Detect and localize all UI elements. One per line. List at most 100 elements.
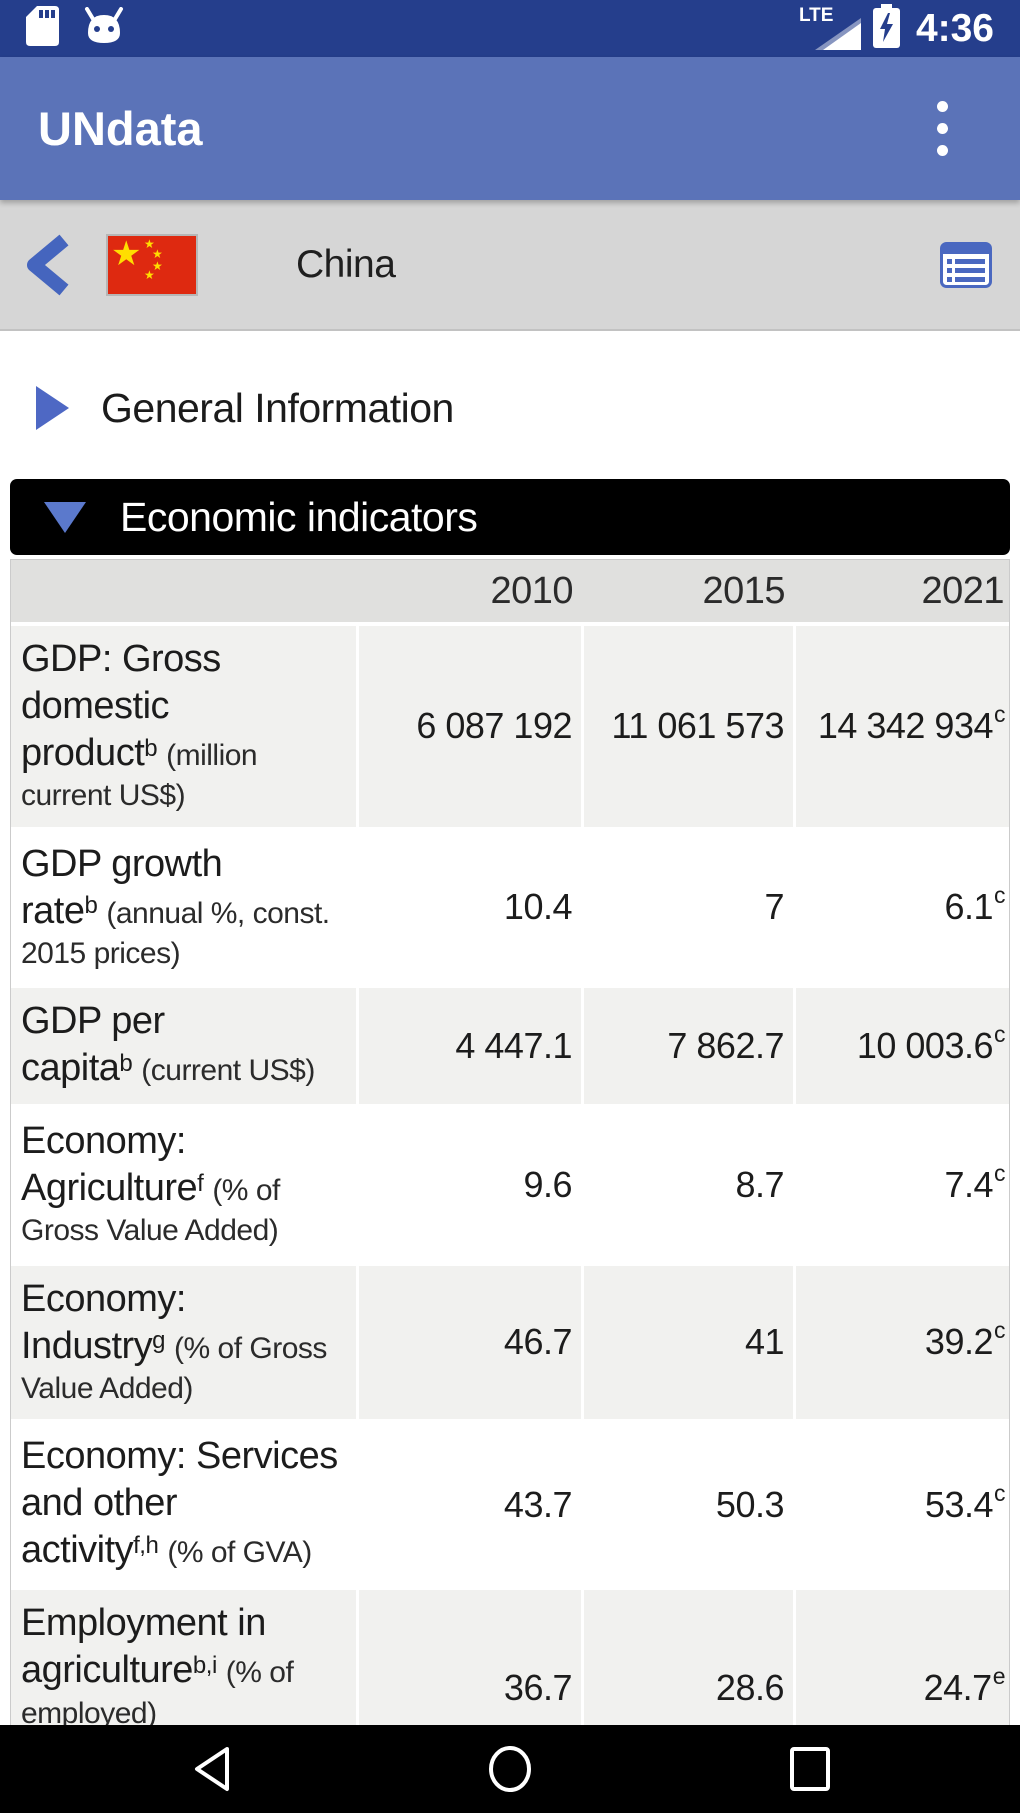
value-text: 39.2 <box>924 1321 994 1363</box>
indicator-footnote: f <box>197 1169 204 1197</box>
cell-signal-icon: LTE <box>798 4 861 52</box>
value-text: 6.1 <box>944 886 993 928</box>
value-text: 36.7 <box>503 1667 573 1709</box>
value-text: 9.6 <box>523 1163 572 1205</box>
value-2015: 50.3 <box>581 1422 793 1587</box>
indicator-title: GDP growth rate <box>21 842 223 932</box>
year-header-2021: 2021 <box>921 569 1004 612</box>
value-2021: 53.4 c <box>793 1422 1009 1587</box>
table-row: Economy: Agriculturef (% of Gross Value A… <box>11 1104 1009 1262</box>
value-text: 46.7 <box>503 1321 573 1363</box>
app-bar: UNdata <box>0 57 1020 200</box>
indicator-footnote: b <box>84 892 98 920</box>
back-button[interactable] <box>0 234 96 296</box>
value-text: 8.7 <box>735 1163 784 1205</box>
android-bot-icon <box>83 7 125 50</box>
value-2010: 6 087 192 <box>356 626 581 827</box>
value-text: 7 862.7 <box>667 1025 784 1067</box>
value-2010: 46.7 <box>356 1265 581 1419</box>
indicators-table: 2010 2015 2021 GDP: Gross domestic produ… <box>10 559 1010 1789</box>
value-2021: 14 342 934 c <box>793 626 1009 827</box>
value-2015: 8.7 <box>581 1108 793 1262</box>
list-view-icon <box>940 241 992 288</box>
indicator-label: Economy: Industryg (% of Gross Value Adde… <box>11 1266 356 1419</box>
indicator-unit: (% of Gross Value Added) <box>21 1174 280 1248</box>
nav-back-icon <box>195 1747 229 1791</box>
indicator-label: GDP growth rateb (annual %, const. 2015 p… <box>11 831 356 984</box>
table-row: Economy: Services and other activityf,h (… <box>11 1418 1009 1587</box>
section-label: Economic indicators <box>120 493 478 540</box>
indicator-unit: (% of employed) <box>21 1656 294 1730</box>
collapse-down-triangle-icon <box>44 501 86 533</box>
indicator-unit: (% of GVA) <box>167 1536 312 1570</box>
app-title: UNdata <box>38 102 203 155</box>
value-2021: 39.2 c <box>793 1265 1009 1419</box>
indicator-unit: (annual %, const. 2015 prices) <box>21 896 330 970</box>
overflow-menu-icon[interactable] <box>929 93 956 164</box>
value-2021: 6.1 c <box>793 830 1009 984</box>
nav-recents-icon <box>790 1747 830 1791</box>
value-2015: 41 <box>581 1265 793 1419</box>
value-2010: 9.6 <box>356 1108 581 1262</box>
value-text: 14 342 934 <box>817 705 994 747</box>
indicator-label: GDP per capitab (current US$) <box>11 988 356 1104</box>
value-2021: 7.4 c <box>793 1108 1009 1262</box>
table-row: GDP growth rateb (annual %, const. 2015 p… <box>11 826 1009 984</box>
table-row: GDP: Gross domestic productb (million cur… <box>11 622 1009 827</box>
indicator-unit: (current US$) <box>141 1054 315 1088</box>
value-text: 10 003.6 <box>856 1025 994 1067</box>
label-column-header <box>11 560 356 622</box>
indicator-unit: (million current US$) <box>21 739 258 813</box>
value-2010: 4 447.1 <box>356 987 581 1105</box>
year-header-2015: 2015 <box>702 569 785 612</box>
nav-back-button[interactable] <box>187 1744 233 1794</box>
indicator-title: Economy: Services and other activity <box>21 1434 338 1572</box>
indicator-rows: GDP: Gross domestic productb (million cur… <box>11 622 1009 1787</box>
indicator-title: GDP: Gross domestic product <box>21 638 221 775</box>
china-flag: ★ ★ ★ ★ ★ <box>108 235 196 294</box>
status-left-icons <box>26 6 125 51</box>
table-row: Economy: Industryg (% of Gross Value Adde… <box>11 1261 1009 1419</box>
nav-home-icon <box>489 1746 531 1792</box>
value-text: 53.4 <box>924 1483 994 1525</box>
section-label: General Information <box>101 384 454 431</box>
value-text: 43.7 <box>503 1483 573 1525</box>
section-economic-indicators[interactable]: Economic indicators <box>10 479 1010 555</box>
indicator-footnote: b,i <box>192 1652 217 1680</box>
year-header-2010: 2010 <box>490 569 573 612</box>
expand-right-triangle-icon <box>36 386 69 430</box>
value-2021: 10 003.6 c <box>793 987 1009 1105</box>
indicator-unit: (% of Gross Value Added) <box>21 1331 327 1405</box>
value-text: 4 447.1 <box>455 1025 572 1067</box>
value-2010: 36.7 <box>356 1590 581 1787</box>
clock-time: 4:36 <box>915 7 994 50</box>
value-2010: 10.4 <box>356 830 581 984</box>
sd-card-icon <box>26 6 59 51</box>
value-text: 50.3 <box>715 1483 785 1525</box>
value-text: 24.7 <box>923 1667 993 1709</box>
battery-charging-icon <box>872 4 900 53</box>
indicator-title: Economy: Industry <box>21 1277 186 1367</box>
indicator-footnote: g <box>152 1327 166 1355</box>
value-text: 10.4 <box>503 886 573 928</box>
indicator-label: Economy: Services and other activityf,h (… <box>11 1423 356 1586</box>
nav-recents-button[interactable] <box>787 1744 833 1794</box>
section-general-information[interactable]: General Information <box>36 377 1020 439</box>
network-type-label: LTE <box>798 4 834 26</box>
value-2021: 24.7 e <box>793 1590 1009 1787</box>
value-text: 28.6 <box>715 1667 785 1709</box>
table-row: GDP per capitab (current US$) 4 447.1 7 8… <box>11 983 1009 1105</box>
country-name: China <box>296 242 396 286</box>
indicator-footnote: f,h <box>133 1531 159 1559</box>
indicator-title: GDP per capita <box>21 999 165 1090</box>
list-view-button[interactable] <box>940 241 992 288</box>
back-chevron-icon <box>27 234 69 295</box>
value-text: 7.4 <box>944 1163 993 1205</box>
indicator-title: Economy: Agriculture <box>21 1120 198 1210</box>
status-right-icons: LTE 4:36 <box>799 4 994 53</box>
value-text: 7 <box>764 886 784 928</box>
indicator-footnote: b <box>144 734 158 762</box>
value-2015: 7 862.7 <box>581 987 793 1105</box>
indicator-label: GDP: Gross domestic productb (million cur… <box>11 626 356 827</box>
nav-home-button[interactable] <box>485 1744 535 1794</box>
